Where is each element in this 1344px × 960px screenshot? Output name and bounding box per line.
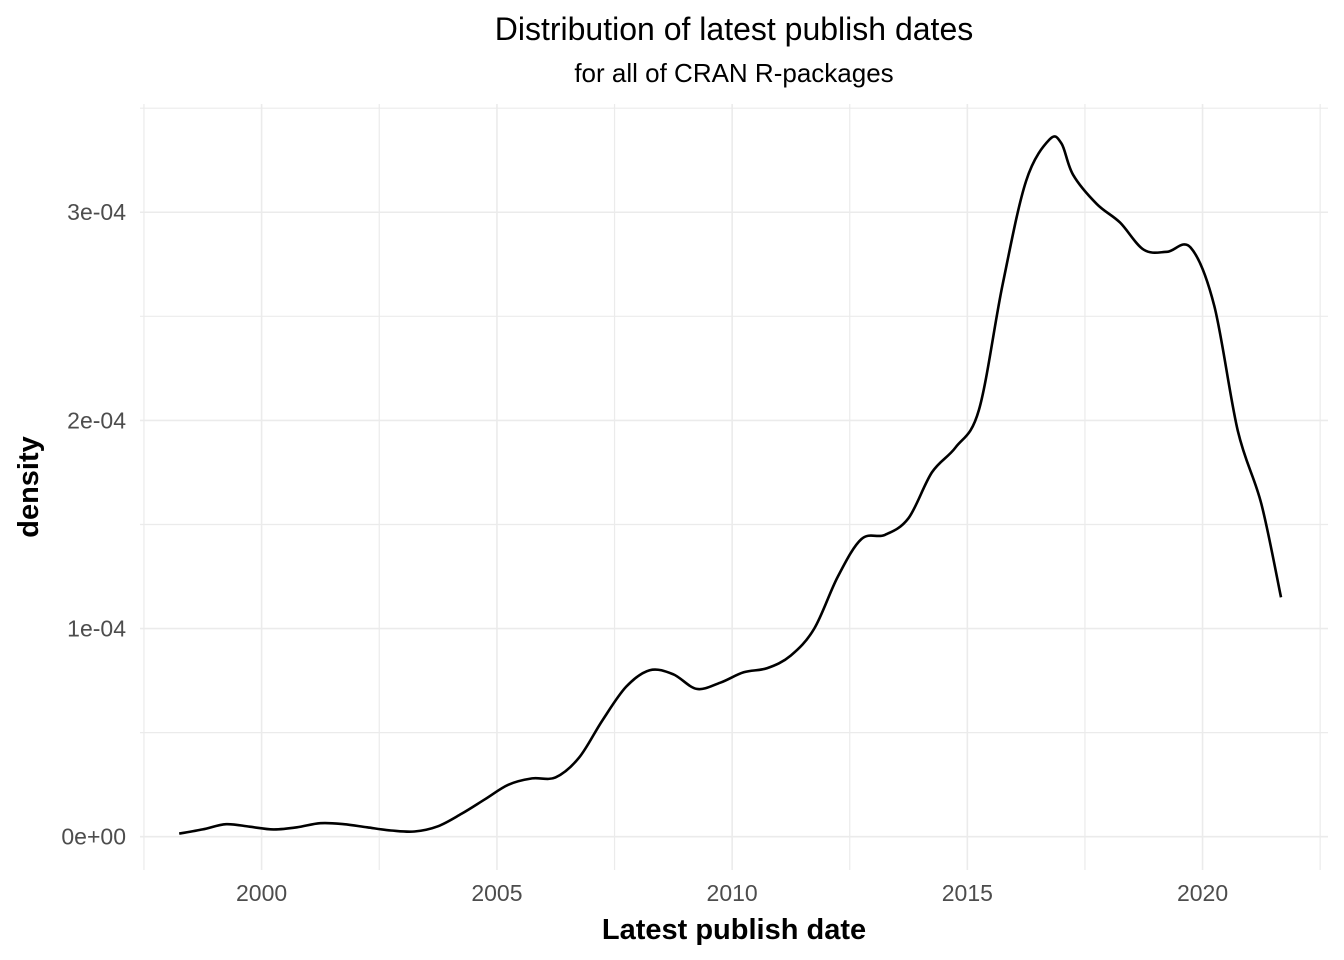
series-layer <box>178 135 1283 835</box>
chart-title: Distribution of latest publish dates <box>495 11 973 47</box>
y-tick-label: 0e+00 <box>61 824 126 850</box>
x-tick-label: 2015 <box>942 880 993 906</box>
chart-subtitle: for all of CRAN R-packages <box>574 58 893 88</box>
x-axis-title: Latest publish date <box>602 914 866 946</box>
y-axis-title: density <box>13 436 45 538</box>
density-curve <box>178 135 1283 835</box>
y-tick-label: 1e-04 <box>67 616 126 642</box>
x-tick-label: 2000 <box>236 880 287 906</box>
y-axis-ticks: 0e+00 1e-04 2e-04 3e-04 <box>61 199 126 849</box>
grid-lines <box>140 104 1328 870</box>
x-tick-label: 2020 <box>1177 880 1228 906</box>
y-tick-label: 3e-04 <box>67 199 126 225</box>
x-tick-label: 2010 <box>707 880 758 906</box>
x-tick-label: 2005 <box>471 880 522 906</box>
plot-panel: 2000 2005 2010 2015 2020 0e+00 1e-04 2e-04 3e-0… <box>61 104 1328 906</box>
y-tick-label: 2e-04 <box>67 407 126 433</box>
x-axis-ticks: 2000 2005 2010 2015 2020 <box>236 880 1228 906</box>
